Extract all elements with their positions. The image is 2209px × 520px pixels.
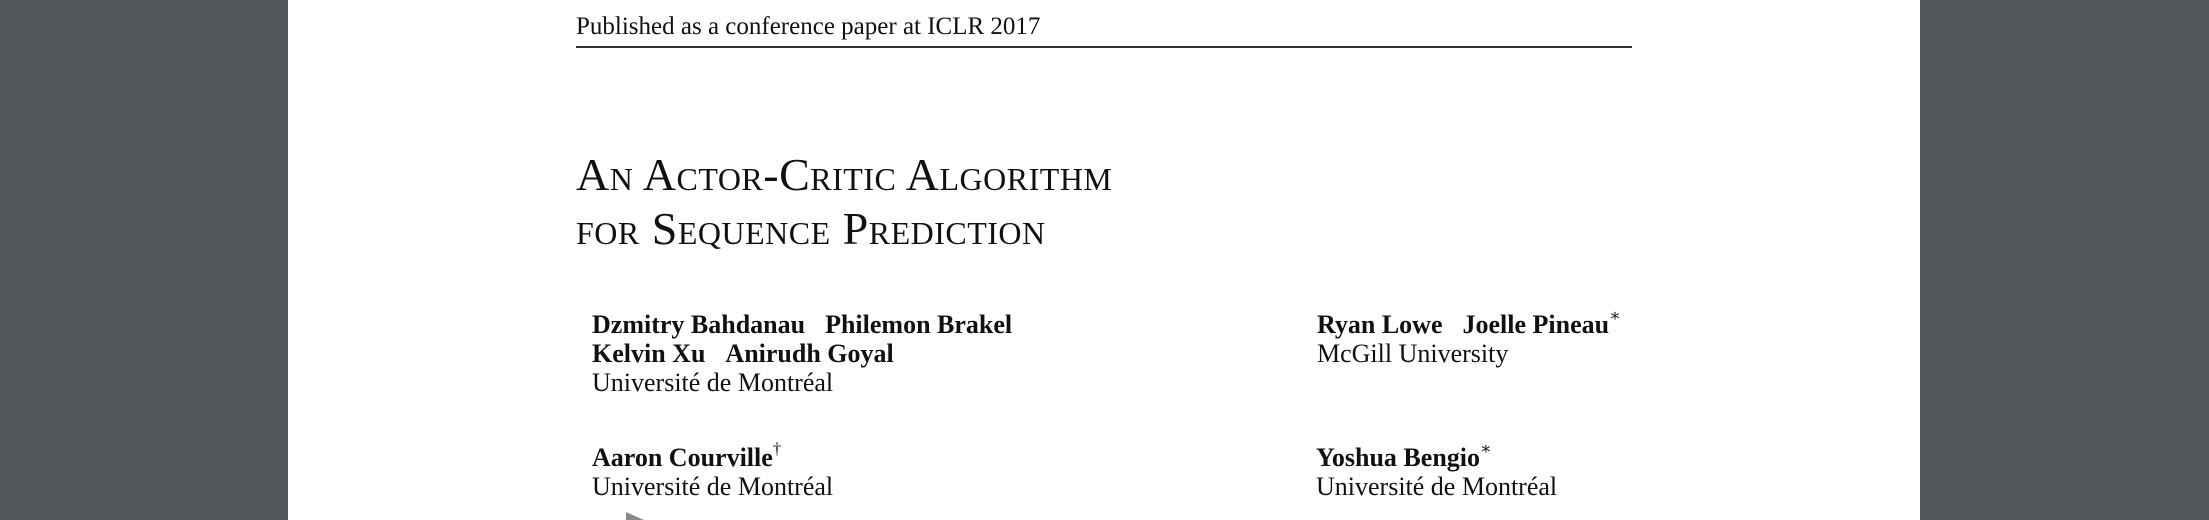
author-affiliation: Université de Montréal [592, 368, 834, 397]
author-name: Aaron Courville† [592, 440, 781, 472]
paper-title: An Actor-Critic Algorithm for Sequence P… [576, 148, 1112, 256]
author-name: Dzmitry Bahdanau [592, 310, 806, 339]
author-names-line: Kelvin Xu Anirudh Goyal [592, 339, 1012, 368]
author-affiliation: Université de Montréal [592, 472, 834, 501]
author-group-bengio: Yoshua Bengio∗ Université de Montréal [1316, 440, 1558, 501]
author-names-line: Aaron Courville† [592, 440, 833, 472]
author-name: Joelle Pineau∗ [1462, 307, 1620, 339]
author-name-text: Aaron Courville [592, 443, 773, 472]
footnote-mark: ∗ [1609, 306, 1621, 326]
paper-title-line-2: for Sequence Prediction [576, 203, 1046, 254]
author-group-montreal-1: Dzmitry Bahdanau Philemon Brakel Kelvin X… [592, 310, 1012, 397]
scroll-marker-icon [626, 512, 644, 520]
author-name: Philemon Brakel [825, 310, 1013, 339]
author-names-line: Ryan Lowe Joelle Pineau∗ [1317, 307, 1621, 339]
author-name: Ryan Lowe [1317, 310, 1443, 339]
author-affiliation: McGill University [1317, 339, 1509, 368]
author-name-text: Yoshua Bengio [1316, 443, 1480, 472]
author-name: Kelvin Xu [592, 339, 706, 368]
footnote-mark: † [772, 439, 782, 459]
pdf-page: Published as a conference paper at ICLR … [288, 0, 1920, 520]
author-name: Yoshua Bengio∗ [1316, 440, 1492, 472]
author-name-text: Joelle Pineau [1462, 310, 1610, 339]
author-group-mcgill: Ryan Lowe Joelle Pineau∗ McGill Universit… [1317, 307, 1621, 368]
author-names-line: Dzmitry Bahdanau Philemon Brakel [592, 310, 1012, 339]
author-group-courville: Aaron Courville† Université de Montréal [592, 440, 834, 501]
paper-title-line-1: An Actor-Critic Algorithm [576, 149, 1113, 200]
running-head-text: Published as a conference paper at ICLR … [576, 13, 1041, 40]
author-affiliation: Université de Montréal [1316, 472, 1558, 501]
footnote-mark: ∗ [1480, 439, 1492, 459]
running-header: Published as a conference paper at ICLR … [576, 12, 1632, 48]
author-names-line: Yoshua Bengio∗ [1316, 440, 1557, 472]
author-name: Anirudh Goyal [725, 339, 894, 368]
